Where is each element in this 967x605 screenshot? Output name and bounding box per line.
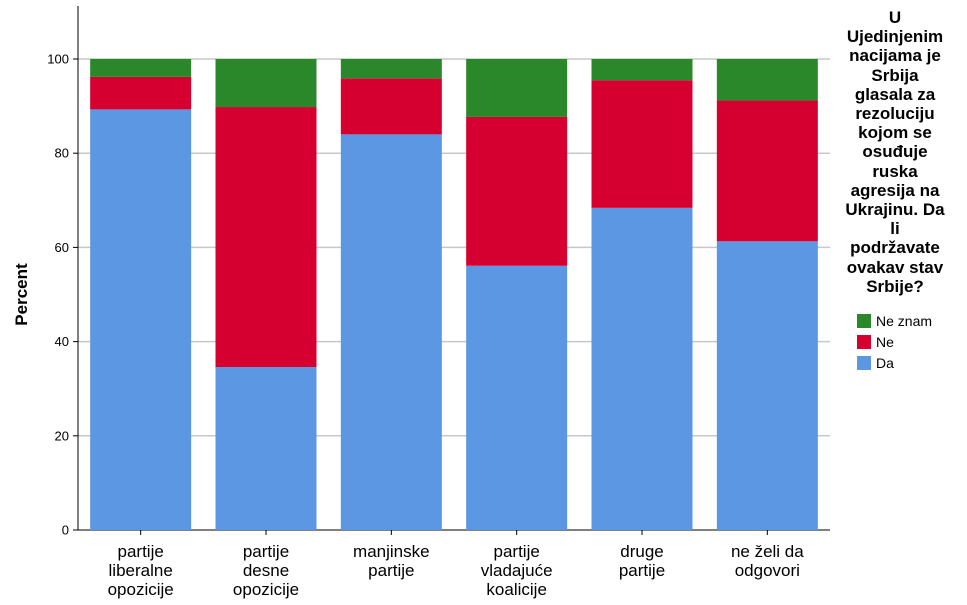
y-tick-label: 20 [55, 428, 69, 443]
bar-ne-znam [466, 59, 568, 117]
x-tick-label: ne želi da [731, 542, 804, 561]
y-axis-label: Percent [12, 263, 31, 326]
x-tick-label: partije [243, 542, 289, 561]
legend-title-line: nacijama je [849, 46, 941, 66]
legend-title-line: ruska [872, 161, 918, 181]
x-tick-label: partije [494, 542, 540, 561]
legend-items: Ne znam Ne Da [828, 310, 962, 373]
bar-da [340, 134, 442, 531]
bar-ne [466, 116, 568, 266]
bar-ne-znam [591, 59, 693, 81]
legend-item: Ne znam [857, 310, 962, 331]
bar-ne [340, 78, 442, 135]
bar-da [90, 109, 192, 530]
y-tick-label: 0 [62, 523, 69, 538]
bar-ne [215, 107, 317, 368]
x-tick-label: vladajuće [481, 561, 553, 580]
legend-title-line: glasala za [854, 84, 936, 104]
legend-swatch [857, 313, 871, 328]
legend-swatch [857, 355, 871, 370]
legend-title-line: podržavate [850, 238, 940, 258]
legend-label: Da [876, 354, 894, 371]
legend-title-line: ovakav stav [846, 257, 944, 277]
legend-label: Ne znam [876, 312, 933, 329]
bar-ne [90, 76, 192, 110]
x-tick-label: manjinske [353, 542, 430, 561]
x-tick-label: partije [368, 561, 414, 580]
legend-title-line: Srbije? [866, 276, 924, 296]
bar-da [591, 207, 693, 530]
x-tick-label: odgovori [735, 561, 800, 580]
bar-da [716, 241, 818, 531]
x-tick-label: druge [620, 542, 663, 561]
legend-title-line: Ujedinjenim [846, 27, 944, 47]
legend: U Ujedinjenim nacijama je Srbija glasala za r… [828, 8, 962, 373]
bar-ne [591, 80, 693, 208]
legend-item: Ne [857, 331, 962, 352]
y-tick-label: 100 [47, 52, 69, 67]
bar-da [466, 265, 568, 530]
bar-ne [716, 100, 818, 242]
legend-label: Ne [876, 333, 894, 350]
bar-ne-znam [340, 59, 442, 79]
legend-title-line: rezoluciju [855, 104, 935, 124]
bar-ne-znam [90, 59, 192, 77]
bar-ne-znam [716, 59, 818, 101]
legend-title: U Ujedinjenim nacijama je Srbija glasala za r… [828, 8, 962, 296]
bar-ne-znam [215, 59, 317, 108]
legend-swatch [857, 334, 871, 349]
y-tick-label: 60 [55, 240, 69, 255]
x-tick-label: liberalne [109, 561, 173, 580]
x-tick-label: desne [243, 561, 289, 580]
x-tick-label: partije [118, 542, 164, 561]
y-tick-label: 40 [55, 334, 69, 349]
bar-da [215, 367, 317, 530]
legend-title-line: U [888, 8, 902, 27]
x-tick-label: opozicije [108, 580, 174, 599]
legend-title-line: li [890, 219, 900, 239]
x-tick-label: opozicije [233, 580, 299, 599]
legend-title-line: Ukrajinu. Da [845, 200, 945, 220]
legend-title-line: Srbija [871, 65, 919, 85]
legend-title-line: kojom se [858, 123, 932, 143]
legend-title-line: osuđuje [862, 142, 928, 162]
legend-title-line: agresija na [850, 180, 940, 200]
x-tick-label: partije [619, 561, 665, 580]
legend-item: Da [857, 352, 962, 373]
y-tick-label: 80 [55, 146, 69, 161]
x-tick-label: koalicije [486, 580, 546, 599]
